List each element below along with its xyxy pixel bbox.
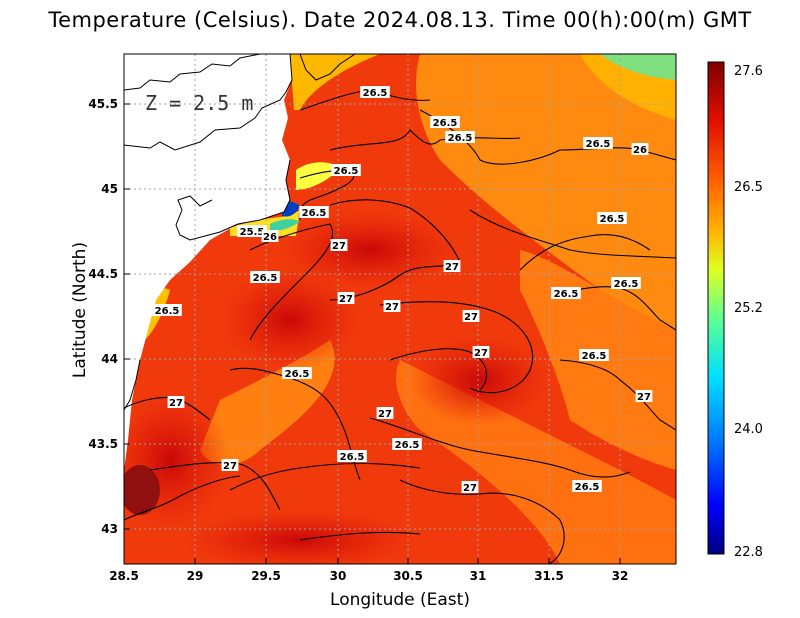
contour-label-bg <box>360 86 390 98</box>
contour-label-bg <box>611 277 641 289</box>
contour-label-bg <box>461 481 479 493</box>
contour-label: 26.5 <box>575 482 600 493</box>
contour-label-group: 26.526.526.526.526.52626.526.525.5262727… <box>152 86 653 494</box>
contour-label-bg <box>331 164 361 176</box>
colorbar <box>707 61 725 555</box>
y-tick-label: 45 <box>101 182 118 196</box>
contour-label: 25.5 <box>240 227 265 238</box>
contour-label-bg <box>472 346 490 358</box>
contour-label: 26.5 <box>253 273 278 284</box>
contour-label-bg <box>572 480 602 492</box>
y-tick-label: 44 <box>101 352 118 366</box>
contour-label-bg <box>392 438 422 450</box>
contour-label-bg <box>330 239 348 251</box>
x-axis-ticks: 28.5 29 29.5 30 30.5 31 31.5 32 <box>109 558 628 583</box>
coastline <box>124 54 356 411</box>
contour-label: 27 <box>332 241 346 252</box>
contour-label-bg <box>337 292 355 304</box>
contour-label-bg <box>261 230 279 242</box>
contour-label: 27 <box>378 409 392 420</box>
x-tick-label: 29.5 <box>251 569 281 583</box>
colorbar-tick-label: 25.2 <box>734 301 763 316</box>
colorbar-tick-label: 26.5 <box>734 180 763 195</box>
contour-label: 26.5 <box>155 306 180 317</box>
x-tick-label: 30 <box>330 569 347 583</box>
x-axis-label: Longitude (East) <box>330 590 470 610</box>
contour-label-bg <box>152 304 182 316</box>
contour-label: 26.5 <box>600 214 625 225</box>
contour-label-bg <box>443 260 461 272</box>
contour-label: 27 <box>463 483 477 494</box>
contour-label: 27 <box>474 348 488 359</box>
contour-label: 27 <box>385 302 399 313</box>
contour-label-bg <box>383 300 401 312</box>
contour-label: 26 <box>263 232 277 243</box>
contour-label: 27 <box>339 294 353 305</box>
contour-label: 26.5 <box>302 208 327 219</box>
contour-label-bg <box>337 450 367 462</box>
contour-label-bg <box>221 459 239 471</box>
contour-label-bg <box>551 287 581 299</box>
contour-label-bg <box>462 310 480 322</box>
y-tick-label: 44.5 <box>88 267 118 281</box>
colorbar-ticks: 27.6 26.5 25.2 24.0 22.8 <box>734 64 763 560</box>
contour-label-bg <box>167 396 185 408</box>
contour-label: 26.5 <box>395 440 420 451</box>
contour-label-bg <box>583 137 613 149</box>
contour-label: 26 <box>633 145 647 156</box>
x-tick-label: 28.5 <box>109 569 139 583</box>
x-tick-label: 31 <box>470 569 487 583</box>
x-tick-label: 29 <box>187 569 204 583</box>
contour-label: 27 <box>637 392 651 403</box>
contour-label: 26.5 <box>554 289 579 300</box>
contour-label: 26.5 <box>448 133 473 144</box>
contour-label: 26.5 <box>334 166 359 177</box>
y-axis-ticks: 45.5 45 44.5 44 43.5 43 <box>88 97 130 536</box>
y-tick-label: 43.5 <box>88 437 118 451</box>
contour-label: 26.5 <box>582 351 607 362</box>
depth-label: Z = 2.5 m <box>145 91 253 115</box>
contour-label-bg <box>579 349 609 361</box>
contour-label: 26.5 <box>614 279 639 290</box>
x-tick-label: 30.5 <box>393 569 423 583</box>
contour-label: 26.5 <box>285 369 310 380</box>
contour-label-bg <box>299 206 329 218</box>
x-tick-label: 32 <box>612 569 629 583</box>
x-tick-label: 31.5 <box>534 569 564 583</box>
y-tick-label: 45.5 <box>88 97 118 111</box>
colorbar-tick-label: 22.8 <box>734 545 763 560</box>
contour-label: 26.5 <box>586 139 611 150</box>
contour-label-bg <box>635 390 653 402</box>
contour-label: 27 <box>464 312 478 323</box>
contour-label-bg <box>631 143 649 155</box>
colorbar-tick-label: 24.0 <box>734 422 763 437</box>
contour-label: 26.5 <box>363 88 388 99</box>
contour-label: 27 <box>223 461 237 472</box>
y-tick-label: 43 <box>101 522 118 536</box>
plot-frame <box>123 53 677 565</box>
contour-label: 26.5 <box>433 118 458 129</box>
contour-label-bg <box>445 131 475 143</box>
y-axis-label: Latitude (North) <box>70 241 90 379</box>
contour-label-bg <box>282 367 312 379</box>
contour-label-bg <box>250 271 280 283</box>
contour-label: 27 <box>169 398 183 409</box>
contour-label: 27 <box>445 262 459 273</box>
contour-label-bg <box>597 212 627 224</box>
contour-label-bg <box>430 116 460 128</box>
contour-label-bg <box>376 407 394 419</box>
map-title: Temperature (Celsius). Date 2024.08.13. … <box>48 8 752 32</box>
contour-label: 26.5 <box>340 452 365 463</box>
contour-label-bg <box>237 225 267 237</box>
colorbar-tick-label: 27.6 <box>734 64 763 79</box>
